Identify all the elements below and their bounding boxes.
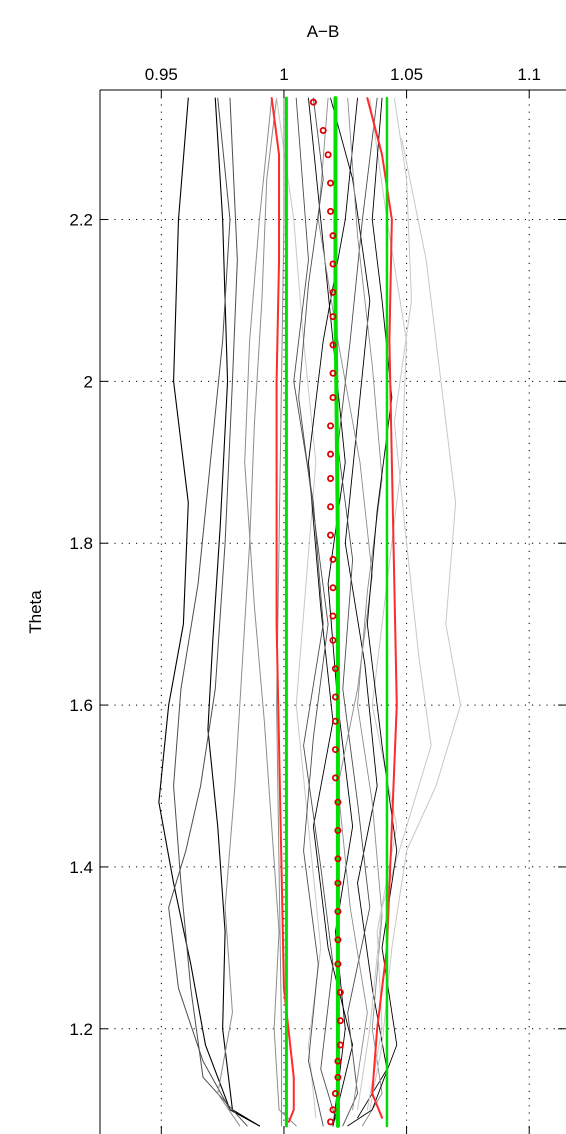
data-point-marker	[331, 665, 339, 673]
series-line	[366, 97, 408, 1111]
y-tick-label: 1.2	[69, 1020, 93, 1039]
data-point-marker	[324, 151, 332, 159]
data-point-marker	[336, 1041, 344, 1049]
series-line	[276, 97, 285, 1127]
data-point-marker	[329, 612, 337, 620]
data-point-marker	[334, 1057, 342, 1065]
data-point-marker	[334, 907, 342, 915]
series-line	[347, 97, 398, 1127]
data-point-marker	[327, 1118, 335, 1126]
data-point-marker	[329, 394, 337, 402]
data-point-marker	[329, 313, 337, 321]
y-tick-label: 2	[84, 372, 93, 391]
data-point-marker	[327, 450, 335, 458]
data-point-marker	[334, 1073, 342, 1081]
series-line	[330, 97, 388, 1119]
grid-layer	[100, 90, 566, 1134]
data-point-marker	[334, 798, 342, 806]
data-point-marker	[327, 207, 335, 215]
y-axis-title: Theta	[26, 590, 45, 634]
series-line	[298, 97, 329, 1127]
series-line	[337, 97, 378, 1127]
data-point-marker	[334, 960, 342, 968]
data-point-marker	[327, 422, 335, 430]
data-point-marker	[331, 746, 339, 754]
data-point-marker	[331, 717, 339, 725]
series-line	[317, 97, 373, 1111]
axes-layer	[99, 89, 566, 1134]
data-point-marker	[329, 636, 337, 644]
series-line	[158, 97, 260, 1127]
x-tick-label: 0.95	[145, 65, 178, 84]
data-point-marker	[327, 474, 335, 482]
y-tick-label: 1.4	[69, 858, 93, 877]
data-point-marker	[309, 98, 317, 106]
y-tick-label: 2.2	[69, 210, 93, 229]
series-layer	[158, 96, 462, 1128]
y-tick-label: 1.6	[69, 696, 93, 715]
x-axis-title: A−B	[307, 22, 340, 41]
data-point-marker	[331, 774, 339, 782]
data-point-marker	[329, 288, 337, 296]
data-point-marker	[336, 1017, 344, 1025]
series-line	[173, 97, 248, 1127]
data-point-marker	[331, 1090, 339, 1098]
data-point-marker	[327, 179, 335, 187]
data-point-marker	[329, 341, 337, 349]
data-point-marker	[329, 232, 337, 240]
series-line	[207, 97, 260, 1127]
marker-layer	[309, 98, 344, 1126]
label-layer: 0.95 1 1.05 1.1 1.2 1.4 1.6 1.8 2 2.2 A−B Theta	[26, 22, 541, 1039]
x-tick-label: 1	[279, 65, 288, 84]
data-point-marker	[334, 827, 342, 835]
series-line	[270, 97, 295, 1123]
series-line	[244, 97, 297, 1127]
data-point-marker	[336, 988, 344, 996]
x-tick-label: 1.1	[517, 65, 541, 84]
data-point-marker	[327, 503, 335, 511]
data-point-marker	[319, 126, 327, 134]
series-line	[168, 97, 238, 1111]
series-line	[293, 97, 339, 1127]
data-point-marker	[334, 855, 342, 863]
data-point-marker	[331, 693, 339, 701]
data-point-marker	[329, 1106, 337, 1114]
x-tick-label: 1.05	[390, 65, 423, 84]
data-point-marker	[329, 584, 337, 592]
data-point-marker	[329, 369, 337, 377]
series-line	[366, 97, 398, 1119]
data-point-marker	[329, 260, 337, 268]
series-line	[217, 97, 278, 1127]
data-point-marker	[334, 936, 342, 944]
series-line	[369, 138, 462, 1111]
data-point-marker	[329, 555, 337, 563]
data-point-marker	[334, 879, 342, 887]
series-line	[308, 97, 354, 1127]
data-point-marker	[327, 531, 335, 539]
y-tick-label: 1.8	[69, 534, 93, 553]
